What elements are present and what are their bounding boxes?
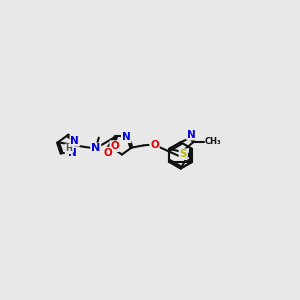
Text: N: N xyxy=(122,132,130,142)
Text: N: N xyxy=(70,136,79,146)
Text: H: H xyxy=(65,144,72,153)
Text: N: N xyxy=(91,143,100,153)
Text: O: O xyxy=(150,140,159,150)
Text: CH₃: CH₃ xyxy=(205,137,221,146)
Text: S: S xyxy=(179,149,187,159)
Text: N: N xyxy=(68,148,77,158)
Text: N: N xyxy=(187,130,196,140)
Text: O: O xyxy=(110,141,119,151)
Text: O: O xyxy=(103,148,112,158)
